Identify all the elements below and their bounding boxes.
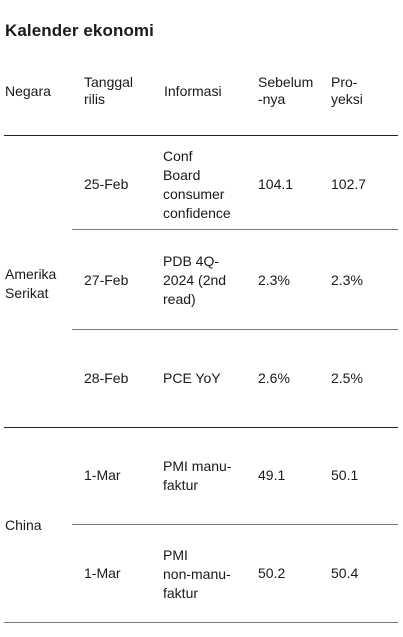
- row-2-info: PDB 4Q- 2024 (2nd read): [163, 253, 227, 307]
- row-divider: [72, 524, 398, 525]
- row-4-previous: 49.1: [258, 467, 286, 483]
- header-previous: Sebelum -nya: [258, 74, 314, 107]
- row-2-date: 27-Feb: [84, 272, 129, 288]
- row-2-projection: 2.3%: [331, 272, 363, 288]
- row-1-info: Conf Board consumer confidence: [163, 148, 231, 221]
- row-5-info: PMI non-manu- faktur: [163, 547, 231, 601]
- row-divider: [72, 229, 398, 230]
- country-china: China: [5, 517, 42, 533]
- header-country: Negara: [5, 83, 51, 99]
- row-2-previous: 2.3%: [258, 272, 290, 288]
- header-divider: [4, 135, 398, 136]
- row-3-previous: 2.6%: [258, 370, 290, 386]
- row-5-projection: 50.4: [331, 565, 359, 581]
- header-release-date: Tanggal rilis: [84, 74, 134, 107]
- table-bottom-line: [4, 622, 398, 623]
- row-1-date: 25-Feb: [84, 176, 129, 192]
- row-4-date: 1-Mar: [84, 467, 121, 483]
- page-title: Kalender ekonomi: [5, 21, 154, 40]
- header-info: Informasi: [164, 83, 222, 99]
- row-3-date: 28-Feb: [84, 370, 129, 386]
- header-projection: Pro- yeksi: [331, 74, 363, 107]
- row-3-projection: 2.5%: [331, 370, 363, 386]
- country-divider: [4, 427, 398, 428]
- row-divider: [72, 329, 398, 330]
- row-5-previous: 50.2: [258, 565, 286, 581]
- row-5-date: 1-Mar: [84, 565, 121, 581]
- row-4-projection: 50.1: [331, 467, 359, 483]
- row-3-info: PCE YoY: [163, 370, 221, 386]
- country-us: Amerika Serikat: [5, 266, 57, 301]
- row-1-previous: 104.1: [258, 176, 294, 192]
- row-4-info: PMI manu- faktur: [163, 458, 232, 493]
- row-1-projection: 102.7: [331, 176, 367, 192]
